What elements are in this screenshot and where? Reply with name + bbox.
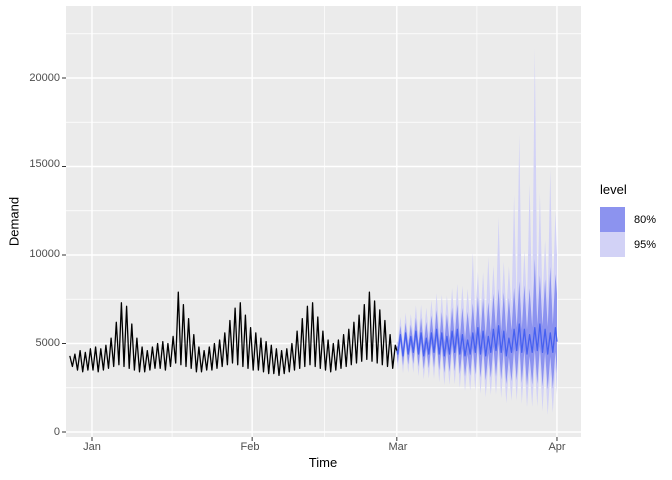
y-tick-label-5000: 5000 bbox=[35, 337, 60, 349]
point-forecast-line bbox=[396, 323, 558, 357]
x-axis-title: Time bbox=[308, 455, 338, 470]
plot-panel-background bbox=[66, 6, 581, 437]
prediction-interval-80-ribbon bbox=[396, 258, 557, 390]
y-tick-label-15000: 15000 bbox=[29, 158, 60, 170]
legend-title: level bbox=[600, 182, 627, 197]
legend-label-80-percent: 80% bbox=[634, 214, 657, 226]
y-tick-label-0: 0 bbox=[53, 426, 60, 438]
x-tick-label-feb: Feb bbox=[240, 441, 260, 453]
legend-swatch-80-percent bbox=[600, 207, 625, 232]
x-tick-label-jan: Jan bbox=[83, 441, 101, 453]
y-tick-label-10000: 10000 bbox=[29, 248, 60, 260]
historical-demand-line bbox=[69, 291, 398, 377]
x-tick-label-mar: Mar bbox=[388, 441, 408, 453]
y-axis-title: Demand bbox=[6, 196, 22, 247]
x-tick-label-apr: Apr bbox=[548, 441, 566, 453]
legend-swatch-95-percent bbox=[600, 232, 625, 257]
legend-label-95-percent: 95% bbox=[634, 239, 657, 251]
y-tick-label-20000: 20000 bbox=[29, 72, 60, 84]
